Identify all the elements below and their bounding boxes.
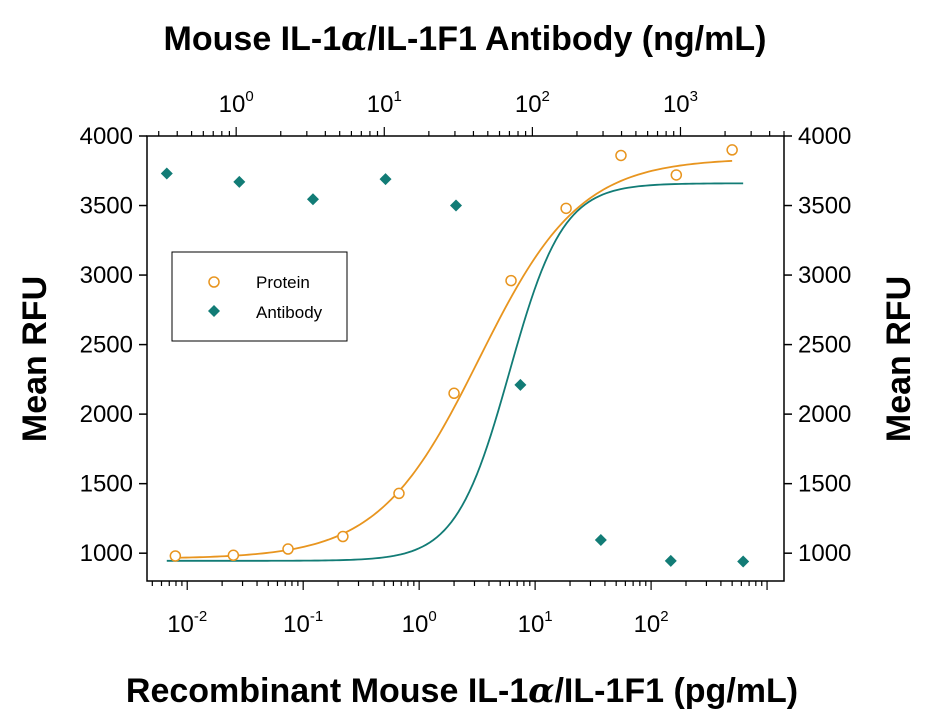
- chart-title-greek: α: [341, 19, 367, 59]
- y-tick-label-left: 2500: [80, 332, 133, 359]
- data-point-protein: [169, 550, 182, 562]
- data-point-antibody: [379, 173, 392, 186]
- data-point-protein: [337, 530, 349, 543]
- y-tick-label-right: 1000: [798, 540, 851, 567]
- y-axis-label-right: Mean RFU: [880, 276, 918, 442]
- legend-box: [171, 251, 348, 342]
- x-tick-label-top: 103: [663, 88, 698, 118]
- legend-antibody-marker: [208, 305, 220, 317]
- data-point-protein: [505, 274, 517, 287]
- data-point-protein: [393, 487, 405, 500]
- x-tick-label-bottom: 102: [634, 608, 669, 638]
- data-point-antibody: [449, 199, 462, 212]
- data-point-protein: [448, 387, 460, 400]
- data-point-antibody: [737, 555, 750, 568]
- fit-curve-antibody: [166, 182, 744, 562]
- x-tick-label-top: 100: [219, 88, 254, 118]
- y-tick-label-right: 1500: [798, 471, 851, 498]
- plot-frame: [146, 135, 785, 582]
- chart-title-prefix: Mouse IL-1: [164, 20, 342, 58]
- data-point-antibody: [233, 175, 246, 188]
- points-layer: [160, 144, 750, 568]
- y-tick-label-right: 3000: [798, 262, 851, 289]
- legend-antibody-label: Antibody: [256, 303, 323, 322]
- x-tick-label-bottom: 10-2: [167, 608, 207, 638]
- chart-title: Mouse IL-1α/IL-1F1 Antibody (ng/mL): [164, 19, 767, 59]
- legend-protein-marker: [208, 276, 220, 288]
- data-point-antibody: [306, 193, 319, 206]
- y-tick-label-left: 2000: [80, 401, 133, 428]
- data-point-antibody: [664, 554, 677, 567]
- x-axis-label-suffix: /IL-1F1 (pg/mL): [554, 672, 798, 710]
- y-tick-label-left: 1500: [80, 471, 133, 498]
- y-tick-label-left: 4000: [80, 123, 133, 150]
- y-tick-label-right: 4000: [798, 123, 851, 150]
- x-tick-label-bottom: 10-1: [283, 608, 323, 638]
- chart-title-suffix: /IL-1F1 Antibody (ng/mL): [367, 20, 766, 58]
- y-tick-label-right: 2000: [798, 401, 851, 428]
- x-tick-label-top: 102: [515, 88, 550, 118]
- data-point-protein: [282, 543, 294, 555]
- data-point-protein: [227, 549, 240, 562]
- x-tick-label-bottom: 100: [402, 608, 437, 638]
- y-tick-label-right: 2500: [798, 332, 851, 359]
- x-axis-label-prefix: Recombinant Mouse IL-1: [126, 672, 528, 710]
- data-point-protein: [670, 169, 683, 181]
- data-point-protein: [560, 202, 572, 215]
- legend: Protein Antibody: [171, 251, 348, 342]
- curves-layer: [166, 159, 744, 562]
- legend-protein-label: Protein: [256, 273, 310, 292]
- data-point-antibody: [514, 378, 527, 391]
- x-tick-label-top: 101: [367, 88, 402, 118]
- data-point-protein: [615, 149, 627, 162]
- y-tick-label-left: 3000: [80, 262, 133, 289]
- data-point-antibody: [160, 167, 173, 180]
- data-point-protein: [726, 144, 738, 156]
- data-point-antibody: [594, 533, 607, 546]
- y-tick-label-left: 1000: [80, 540, 133, 567]
- fit-curve-protein: [175, 159, 733, 559]
- x-axis-label: Recombinant Mouse IL-1α/IL-1F1 (pg/mL): [126, 671, 798, 711]
- y-tick-label-right: 3500: [798, 193, 851, 220]
- x-tick-label-bottom: 101: [518, 608, 553, 638]
- y-tick-label-left: 3500: [80, 193, 133, 220]
- x-axis-label-greek: α: [528, 671, 554, 711]
- ticks-layer: 1000 1000 1500 1500 2000 2000 2500 2500 3000 3000…: [80, 88, 852, 638]
- y-axis-label-left: Mean RFU: [16, 276, 54, 442]
